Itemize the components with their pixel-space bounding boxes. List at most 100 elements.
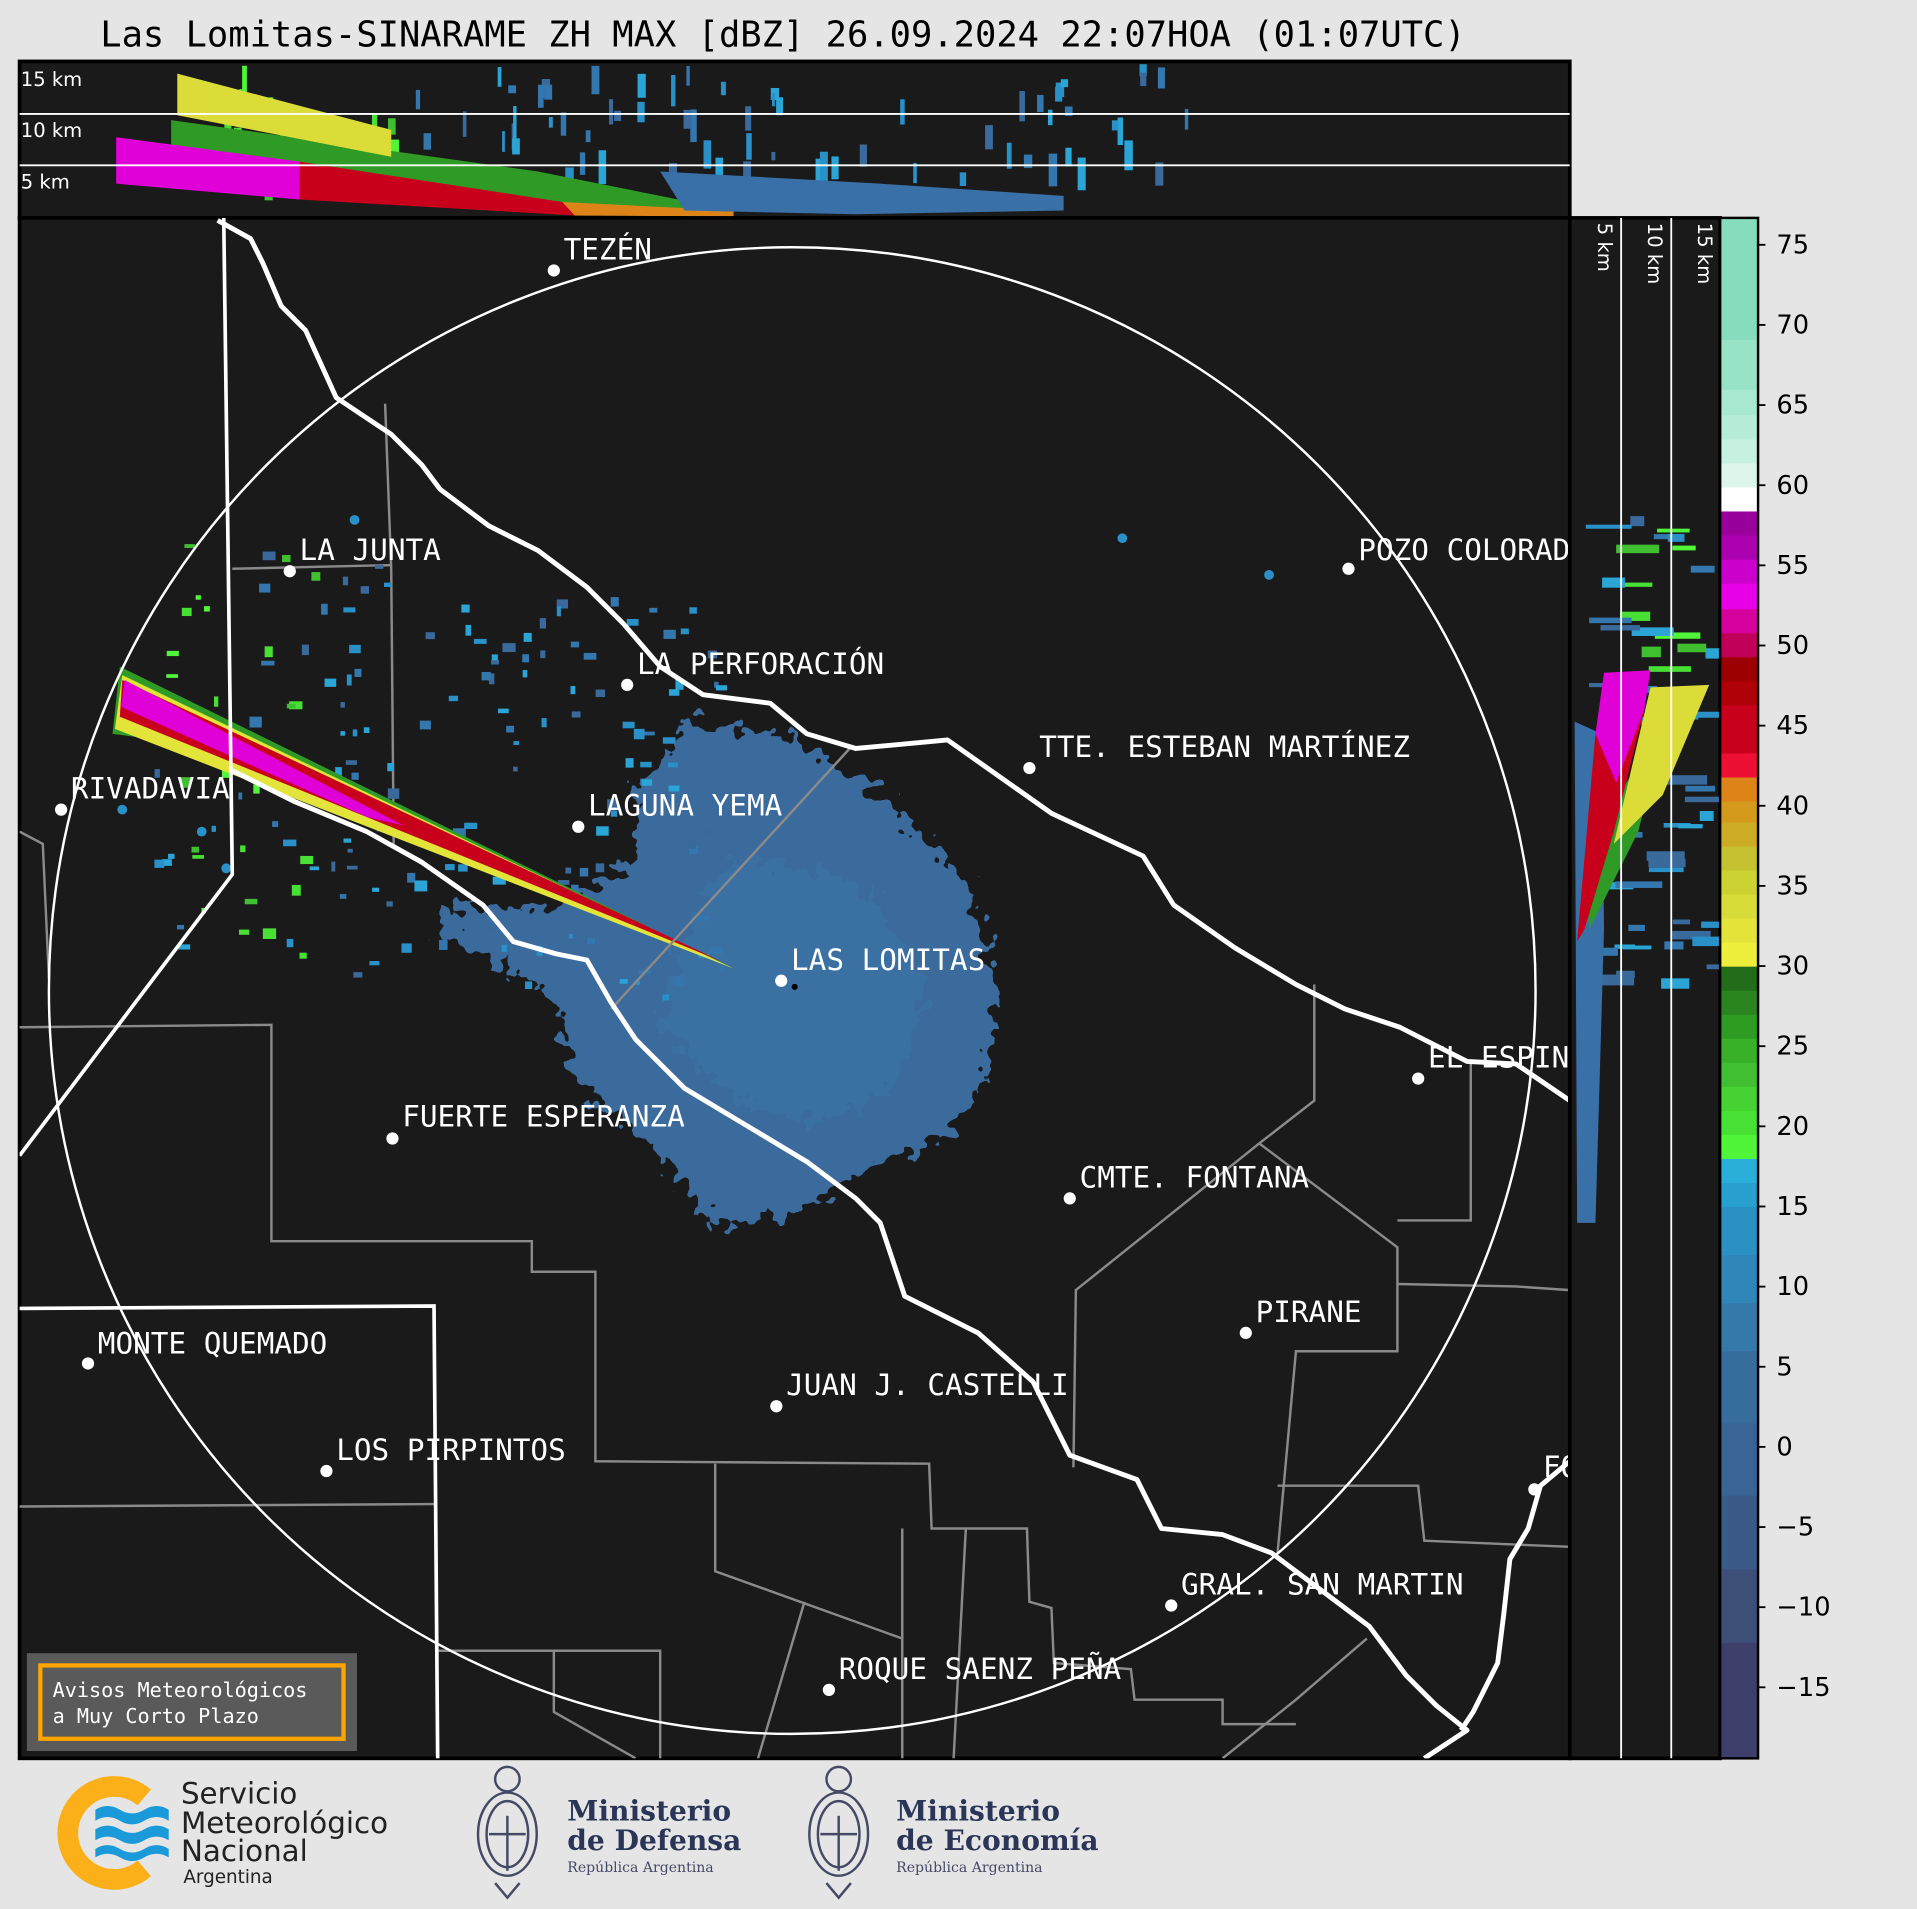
town-markers: TEZÉN LA JUNTA POZO COLORAD LA PERFORACI… [55,231,1570,1696]
echo-streak [913,162,917,184]
smn-text-3: Nacional [181,1834,308,1868]
echo-streak [1615,881,1663,888]
echo-streak [1672,930,1711,940]
side-cross-section: 5 km 10 km 15 km [1567,216,1722,1761]
echo-streak [1692,936,1721,947]
echo-streak [1690,565,1715,573]
echo-cell [262,551,276,561]
echo-cell [570,685,576,695]
echo-cell [610,810,618,817]
echo-streak [1064,106,1073,116]
svg-text:LAGUNA YEMA: LAGUNA YEMA [588,789,783,823]
colorbar-bin [1720,656,1759,682]
echo-cell [240,845,246,853]
colorbar-bin [1720,339,1759,390]
echo-cell [180,777,191,788]
svg-text:RIVADAVIA: RIVADAVIA [71,772,230,806]
echo-cell [301,644,309,656]
echo-cell [192,855,204,859]
echo-cell [523,632,532,642]
colorbar-bin [1720,558,1759,584]
echo-cell [642,731,655,736]
colorbar-tick-label: 75 [1776,230,1809,260]
echo-cell [213,696,219,707]
economia-text-2: de Economía [896,1824,1098,1857]
echo-cell [238,792,243,800]
echo-cell [331,861,336,872]
echo-streak [1678,824,1703,829]
colorbar-tick-label: 50 [1776,631,1809,661]
echo-streak [690,109,697,143]
echo-cell [282,554,291,563]
echo-cell [668,785,680,792]
echo-cell [557,880,570,885]
colorbar-bin [1720,1014,1759,1039]
echo-cell [203,606,210,612]
echo-cell [640,761,652,768]
defensa-logo: Ministerio de Defensa República Argentin… [476,1765,741,1900]
alert-box[interactable]: Avisos Meteorológicos a Muy Corto Plazo [26,1653,357,1752]
colorbar-tick-label: 30 [1776,952,1809,982]
echo-streak [560,112,567,136]
echo-cell [363,727,370,734]
town-pirane: PIRANE [1239,1295,1362,1340]
svg-text:LA JUNTA: LA JUNTA [300,533,442,567]
echo-streak [1065,147,1072,167]
echo-streak [1661,978,1690,989]
echo-cell [513,766,518,772]
echo-cell [176,924,185,930]
colorbar-bin [1720,217,1759,340]
echo-cell [502,643,516,653]
alert-box-border [38,1663,346,1741]
echo-cell [571,711,581,718]
echo-cell [506,725,515,733]
echo-streak [1648,666,1691,672]
colorbar-bin [1720,1206,1759,1256]
echo-cell [335,767,342,778]
echo-cell [682,839,697,850]
town-formosa: FO [1528,1450,1570,1496]
echo-cell [465,624,472,636]
town-fuerte-esperanza: FUERTE ESPERANZA [386,1099,685,1145]
echo-cell [674,976,685,986]
echo-streak [720,81,726,96]
echo-streak [1684,796,1721,803]
echo-streak [1589,617,1632,624]
echo-streak [1077,157,1086,191]
echo-cell [680,628,689,635]
echo-streak [513,106,517,139]
echo-cell [688,845,698,855]
echo-streak [1140,72,1147,87]
town-laguna-yema: LAGUNA YEMA [572,789,783,833]
echo-cell [211,825,216,832]
echo-cell [372,887,380,892]
echo-streak [1630,516,1645,527]
colorbar-bin [1720,1302,1759,1352]
side-echo-yellow [1613,684,1710,844]
coat-of-arms-icon [808,1765,870,1900]
town-roque-saenz-pena: ROQUE SAENZ PEÑA [822,1651,1122,1696]
echo-cell [1117,533,1128,544]
echo-cell [571,884,579,895]
echo-streak [415,89,421,110]
echo-cell [339,894,347,899]
echo-streak [1117,117,1124,146]
echo-streak [1664,941,1684,950]
echo-cell [438,940,448,950]
echo-streak [1692,711,1721,718]
echo-cell [501,944,507,952]
echo-cell [689,607,697,614]
town-cmte-fontana: CMTE. FONTANA [1063,1160,1309,1205]
echo-cell [481,671,491,681]
colorbar-tick-label: 15 [1776,1192,1809,1222]
colorbar-bin [1720,534,1759,560]
town-pozo-colorado: POZO COLORAD [1342,533,1570,575]
colorbar-bin [1720,821,1759,847]
economia-text-1: Ministerio [896,1795,1060,1828]
echo-cell [321,603,328,615]
echo-cell [522,654,530,663]
echo-cell [309,866,320,871]
echo-cell [117,804,128,815]
colorbar-bin [1720,1494,1759,1570]
